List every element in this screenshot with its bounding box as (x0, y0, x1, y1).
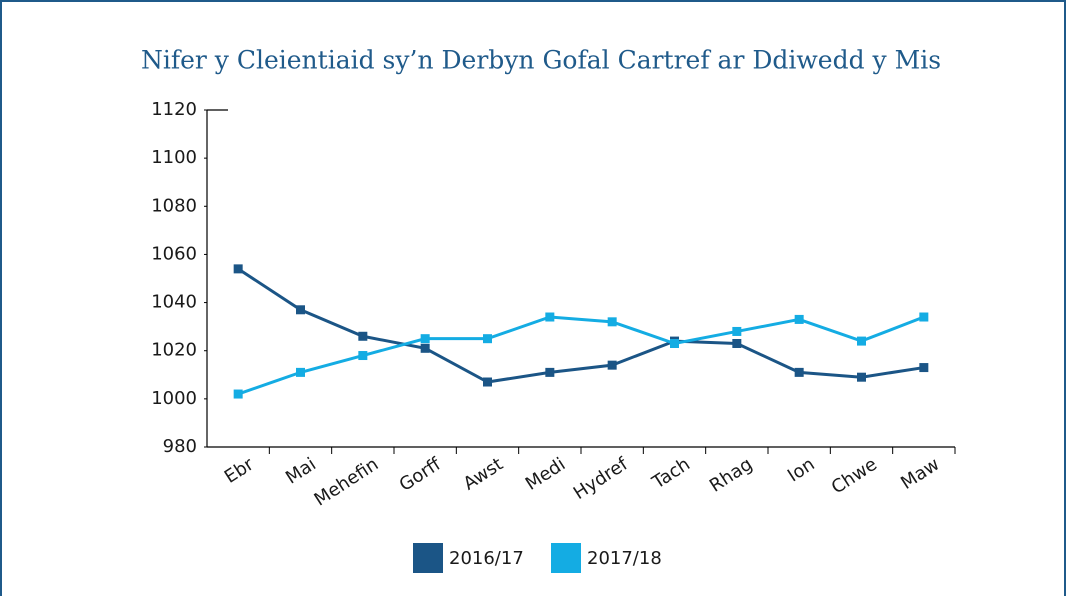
point (857, 372, 866, 382)
y-tick-label: 1000 (151, 388, 197, 409)
y-tick-label: 980 (163, 436, 197, 457)
y-tick-label: 1040 (151, 292, 197, 313)
point (233, 264, 243, 274)
point (794, 314, 804, 324)
legend-swatch (551, 543, 581, 573)
point (857, 336, 866, 346)
point (545, 367, 555, 377)
x-tick-label: Mehefin (311, 454, 383, 511)
point (607, 360, 617, 370)
point (483, 377, 492, 387)
series-line (237, 315, 925, 396)
y-tick-label: 1100 (151, 147, 197, 168)
series-line (237, 267, 925, 384)
legend-label: 2016/17 (449, 548, 524, 569)
x-tick-label: Gorff (396, 453, 445, 495)
x-tick-label: Chwe (828, 454, 881, 499)
x-tick-label: Tach (648, 454, 694, 494)
x-tick-label: Awst (460, 454, 507, 495)
y-tick-label: 1080 (151, 195, 197, 216)
x-tick-label: Maw (897, 454, 943, 494)
point (794, 367, 804, 377)
x-tick-label: Ion (784, 454, 819, 487)
point (919, 312, 929, 322)
y-tick-label: 1060 (151, 243, 197, 264)
point (670, 338, 679, 348)
point (919, 363, 929, 373)
y-tick-label: 1020 (151, 340, 197, 361)
point (732, 338, 742, 348)
x-tick-label: Hydref (570, 453, 632, 504)
point (358, 331, 368, 341)
point (296, 367, 305, 377)
x-tick-label: Medi (522, 454, 570, 495)
chart-title: Nifer y Cleientiaid sy’n Derbyn Gofal Ca… (141, 46, 941, 75)
y-tick-label: 1120 (151, 99, 197, 120)
point (545, 312, 555, 322)
x-tick-label: Mai (282, 454, 320, 489)
point (296, 305, 305, 315)
legend-swatch (413, 543, 443, 573)
point (732, 326, 742, 336)
point (420, 334, 430, 344)
x-tick-label: Rhag (706, 454, 756, 497)
point (420, 343, 430, 353)
point (233, 389, 243, 399)
point (607, 317, 617, 327)
point (483, 334, 492, 344)
legend-label: 2017/18 (587, 548, 662, 569)
point (358, 351, 368, 361)
x-tick-label: Ebr (221, 453, 258, 487)
